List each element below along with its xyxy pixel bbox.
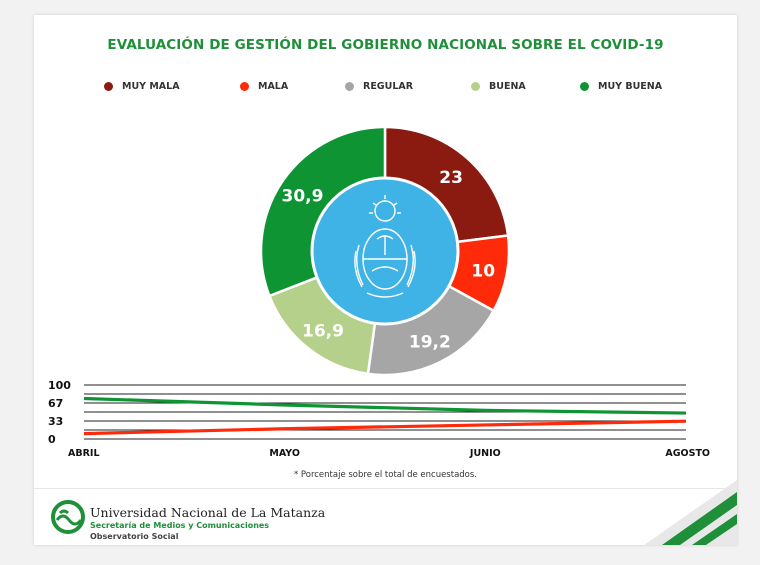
line-series-2: [83, 419, 687, 436]
university-name: Universidad Nacional de La Matanza: [90, 505, 326, 520]
chart-title: EVALUACIÓN DE GESTIÓN DEL GOBIERNO NACIO…: [107, 37, 664, 53]
corner-stripes: [644, 480, 737, 545]
legend-swatch-regular: [345, 82, 354, 91]
y-tick-label: 33: [48, 415, 63, 428]
y-tick-label: 0: [48, 433, 56, 446]
unlam-logo-icon: [51, 500, 85, 534]
legend-label: REGULAR: [363, 81, 414, 92]
y-tick-label: 100: [48, 379, 71, 392]
legend-swatch-muy-buena: [580, 82, 589, 91]
legend-item-regular: REGULAR: [345, 81, 413, 92]
x-tick-label: AGOSTO: [665, 448, 710, 459]
observatory-name: Observatorio Social: [90, 532, 179, 541]
line-series-1: [83, 396, 687, 415]
slice-value-label-mala: 10: [471, 262, 495, 282]
legend-item-buena: BUENA: [471, 81, 526, 92]
slice-value-label-buena: 16,9: [302, 321, 344, 341]
legend-label: BUENA: [489, 81, 526, 92]
legend-label: MALA: [258, 81, 289, 92]
argentina-coat-of-arms-icon: [354, 195, 416, 298]
legend-item-muy-buena: MUY BUENA: [580, 81, 662, 92]
donut-chart: 23 10 19,2 16,9 30,9: [259, 125, 511, 377]
legend-swatch-muy-mala: [104, 82, 113, 91]
legend-swatch-buena: [471, 82, 480, 91]
secretary-name: Secretaría de Medios y Comunicaciones: [90, 521, 270, 530]
y-tick-label: 67: [48, 397, 63, 410]
footer-divider: [34, 488, 737, 489]
line-chart: 100 67 33 0 ABRIL MAYO JUNIO AGOSTO: [48, 379, 710, 459]
legend-label: MUY BUENA: [598, 81, 663, 92]
legend-swatch-mala: [240, 82, 249, 91]
x-tick-label: MAYO: [269, 448, 300, 459]
slide: EVALUACIÓN DE GESTIÓN DEL GOBIERNO NACIO…: [34, 15, 737, 545]
legend: MUY MALA MALA REGULAR BUENA MUY BUENA: [34, 81, 737, 97]
x-tick-label: ABRIL: [68, 448, 100, 459]
legend-label: MUY MALA: [122, 81, 180, 92]
footnote: * Porcentaje sobre el total de encuestad…: [293, 470, 478, 480]
slice-value-label-regular: 19,2: [409, 332, 451, 352]
legend-item-muy-mala: MUY MALA: [104, 81, 180, 92]
legend-item-mala: MALA: [240, 81, 288, 92]
x-tick-label: JUNIO: [469, 448, 501, 459]
slice-value-label-muy-buena: 30,9: [281, 187, 323, 207]
slice-value-label-muy-mala: 23: [439, 168, 463, 188]
